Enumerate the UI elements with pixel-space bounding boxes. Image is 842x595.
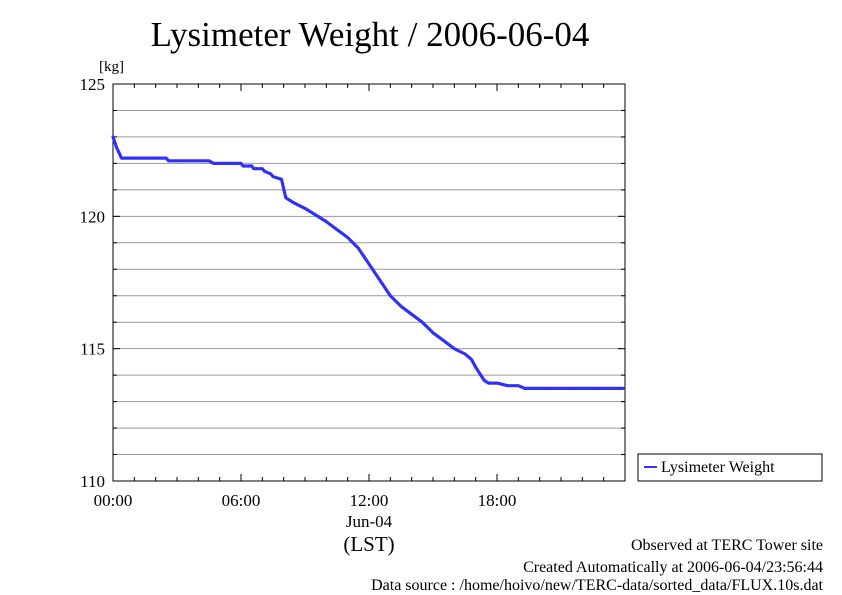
annotation-data-source: Data source : /home/hoivo/new/TERC-data/… — [371, 577, 823, 594]
y-tick-labels: 110 115 120 125 — [80, 75, 106, 491]
x-axis-label: (LST) — [343, 532, 394, 556]
y-tick-label: 115 — [80, 340, 105, 359]
legend: Lysimeter Weight — [637, 453, 823, 482]
legend-label: Lysimeter Weight — [661, 459, 775, 476]
annotation-observed-site: Observed at TERC Tower site — [631, 537, 823, 554]
annotation-created-time: Created Automatically at 2006-06-04/23:5… — [523, 559, 823, 576]
y-tick-label: 110 — [80, 472, 105, 491]
x-tick-labels: 00:00 06:00 12:00 18:00 — [94, 491, 517, 510]
plot-frame — [112, 83, 626, 482]
legend-box — [637, 453, 823, 482]
y-tick-label: 120 — [80, 207, 106, 226]
x-tick-label: 18:00 — [478, 491, 517, 510]
y-axis-unit-label: [kg] — [99, 59, 124, 75]
x-axis-date-label: Jun-04 — [346, 512, 393, 531]
series-lysimeter-weight — [111, 135, 625, 390]
series-line-markers — [112, 136, 623, 389]
y-tick-label: 125 — [80, 75, 106, 94]
x-tick-label: 00:00 — [94, 491, 133, 510]
x-tick-label: 12:00 — [350, 491, 389, 510]
grid-lines — [113, 109, 625, 456]
chart-title: Lysimeter Weight / 2006-06-04 — [151, 15, 590, 54]
x-tick-label: 06:00 — [222, 491, 261, 510]
axis-ticks — [112, 83, 626, 482]
